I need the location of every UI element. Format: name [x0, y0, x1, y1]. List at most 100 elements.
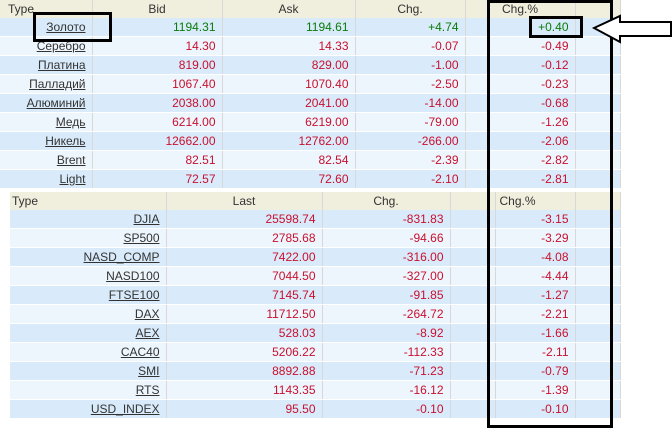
- instrument-link[interactable]: NASD100: [106, 269, 160, 283]
- spacer-cell: [575, 361, 621, 381]
- change-cell: -266.00: [355, 131, 466, 151]
- change-cell: -71.23: [322, 361, 451, 381]
- bid-cell: 72.57: [92, 169, 223, 189]
- spacer-cell: [575, 36, 621, 56]
- instrument-cell: USD_INDEX: [10, 399, 167, 419]
- spacer-cell: [575, 210, 621, 229]
- instrument-link[interactable]: Никель: [45, 134, 86, 148]
- ask-cell: 2041.00: [222, 93, 356, 113]
- spacer-cell: [575, 55, 621, 75]
- bid-cell: 82.51: [92, 150, 223, 170]
- change-percent-cell: -3.15: [495, 210, 576, 229]
- instrument-cell: Золото: [0, 18, 93, 37]
- spacer-cell: [450, 210, 496, 229]
- change-percent-cell: -0.49: [465, 36, 576, 56]
- spacer-cell: [575, 266, 621, 286]
- instrument-cell: NASD100: [10, 266, 167, 286]
- change-cell: -94.66: [322, 228, 451, 248]
- column-header-chg[interactable]: Chg.: [322, 192, 451, 210]
- spacer-cell: [450, 247, 496, 267]
- bid-cell: 14.30: [92, 36, 223, 56]
- change-cell: -2.10: [355, 169, 466, 189]
- change-cell: -264.72: [322, 304, 451, 324]
- column-header-type[interactable]: Type: [0, 0, 93, 18]
- table-row: FTSE100 7145.74 -91.85 -1.27: [10, 285, 621, 305]
- indices-quotes-table: Type Last Chg. Chg.% DJIA 25598.74 -831.83…: [10, 192, 621, 419]
- change-cell: +4.74: [355, 18, 466, 37]
- spacer-cell: [575, 342, 621, 362]
- spacer-cell: [575, 169, 621, 189]
- metals-quotes-table: Type Bid Ask Chg. Chg.% Золото 1194.31 119…: [0, 0, 621, 189]
- instrument-link[interactable]: Платина: [37, 58, 86, 72]
- table-row: NASD100 7044.50 -327.00 -4.44: [10, 266, 621, 286]
- change-cell: -16.12: [322, 380, 451, 400]
- instrument-link[interactable]: SP500: [123, 231, 160, 245]
- spacer-cell: [450, 285, 496, 305]
- ask-cell: 1194.61: [222, 18, 356, 37]
- change-cell: -0.07: [355, 36, 466, 56]
- instrument-link[interactable]: AEX: [135, 326, 160, 340]
- spacer-cell: [575, 285, 621, 305]
- table-row: Light 72.57 72.60 -2.10 -2.81: [0, 169, 621, 189]
- column-header-bid[interactable]: Bid: [92, 0, 223, 18]
- instrument-link[interactable]: DJIA: [133, 212, 160, 226]
- bid-cell: 6214.00: [92, 112, 223, 132]
- column-header-last[interactable]: Last: [166, 192, 323, 210]
- spacer-cell: [575, 93, 621, 113]
- change-percent-cell: -1.66: [495, 323, 576, 343]
- column-header-chg[interactable]: Chg.: [355, 0, 466, 18]
- instrument-link[interactable]: Медь: [55, 115, 86, 129]
- change-percent-cell: -1.27: [495, 285, 576, 305]
- change-percent-cell: -1.26: [465, 112, 576, 132]
- change-percent-cell: -2.21: [495, 304, 576, 324]
- instrument-link[interactable]: SMI: [138, 364, 160, 378]
- change-percent-cell: -0.79: [495, 361, 576, 381]
- spacer-cell: [575, 228, 621, 248]
- change-percent-cell: -2.11: [495, 342, 576, 362]
- bid-cell: 12662.00: [92, 131, 223, 151]
- column-header-ask[interactable]: Ask: [222, 0, 356, 18]
- change-cell: -91.85: [322, 285, 451, 305]
- bid-cell: 819.00: [92, 55, 223, 75]
- table-row: SMI 8892.88 -71.23 -0.79: [10, 361, 621, 381]
- instrument-link[interactable]: DAX: [134, 307, 160, 321]
- spacer-cell: [450, 228, 496, 248]
- table-row: AEX 528.03 -8.92 -1.66: [10, 323, 621, 343]
- bid-cell: 1194.31: [92, 18, 223, 37]
- spacer-cell: [575, 304, 621, 324]
- ask-cell: 72.60: [222, 169, 356, 189]
- instrument-cell: AEX: [10, 323, 167, 343]
- change-percent-cell: -1.39: [495, 380, 576, 400]
- spacer-cell: [450, 361, 496, 381]
- spacer-cell: [450, 380, 496, 400]
- instrument-cell: Light: [0, 169, 93, 189]
- table-row: SP500 2785.68 -94.66 -3.29: [10, 228, 621, 248]
- column-header-chg-pct[interactable]: Chg.%: [465, 0, 576, 18]
- instrument-link[interactable]: RTS: [135, 383, 160, 397]
- spacer-cell: [575, 247, 621, 267]
- table-row: Алюминий 2038.00 2041.00 -14.00 -0.68: [0, 93, 621, 113]
- instrument-link[interactable]: CAC40: [120, 345, 160, 359]
- instrument-cell: RTS: [10, 380, 167, 400]
- spacer-cell: [450, 323, 496, 343]
- instrument-cell: DJIA: [10, 210, 167, 229]
- column-header-spacer: [450, 192, 496, 210]
- instrument-link[interactable]: Золото: [46, 20, 86, 34]
- instrument-link[interactable]: FTSE100: [108, 288, 160, 302]
- instrument-link[interactable]: Палладий: [29, 77, 86, 91]
- instrument-link[interactable]: USD_INDEX: [90, 402, 160, 416]
- instrument-link[interactable]: Brent: [56, 153, 86, 167]
- last-cell: 7422.00: [166, 247, 323, 267]
- last-cell: 8892.88: [166, 361, 323, 381]
- change-percent-cell: -0.68: [465, 93, 576, 113]
- instrument-link[interactable]: Серебро: [36, 39, 86, 53]
- change-cell: -8.92: [322, 323, 451, 343]
- last-cell: 5206.22: [166, 342, 323, 362]
- instrument-cell: Платина: [0, 55, 93, 75]
- table-row: Серебро 14.30 14.33 -0.07 -0.49: [0, 36, 621, 56]
- instrument-link[interactable]: Алюминий: [26, 96, 86, 110]
- instrument-link[interactable]: Light: [59, 172, 86, 186]
- column-header-type[interactable]: Type: [10, 192, 167, 210]
- column-header-chg-pct[interactable]: Chg.%: [495, 192, 576, 210]
- instrument-link[interactable]: NASD_COMP: [83, 250, 160, 264]
